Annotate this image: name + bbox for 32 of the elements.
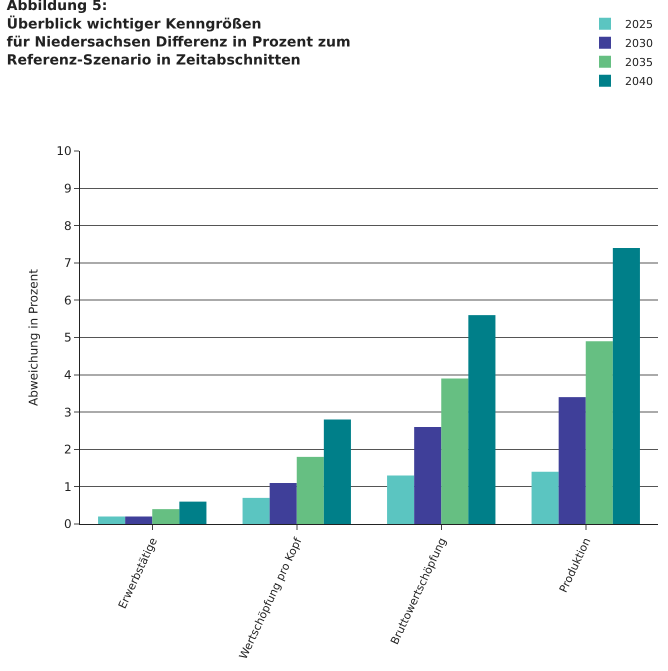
y-axis-title: Abweichung in Prozent [26, 268, 41, 406]
bar [296, 456, 324, 524]
bar [324, 420, 351, 524]
y-tick-label: 5 [64, 330, 72, 345]
y-tick-label: 2 [64, 442, 72, 457]
legend-label: 2030 [625, 37, 653, 50]
bar [125, 516, 152, 524]
legend-label: 2040 [625, 75, 653, 88]
legend-label: 2025 [625, 18, 653, 32]
bar [387, 476, 414, 524]
y-tick-label: 3 [64, 405, 72, 420]
y-tick-label: 9 [64, 182, 72, 196]
bar [612, 248, 640, 524]
legend-label: 2035 [625, 56, 653, 70]
bar [441, 378, 468, 524]
y-tick-label: 10 [56, 144, 72, 158]
bar [98, 516, 126, 524]
bar [586, 341, 613, 524]
bar [179, 502, 206, 524]
y-tick-label: 0 [64, 517, 72, 532]
bar [270, 482, 297, 524]
bar [468, 315, 496, 524]
bar [414, 427, 442, 524]
bar [532, 472, 559, 524]
bar [558, 397, 586, 524]
y-tick-label: 6 [64, 293, 72, 308]
y-tick-label: 7 [64, 256, 72, 270]
y-tick-label: 4 [64, 368, 72, 382]
bar [152, 509, 180, 524]
y-tick-label: 1 [64, 480, 72, 494]
y-tick-label: 8 [64, 218, 72, 233]
bar [242, 498, 270, 524]
